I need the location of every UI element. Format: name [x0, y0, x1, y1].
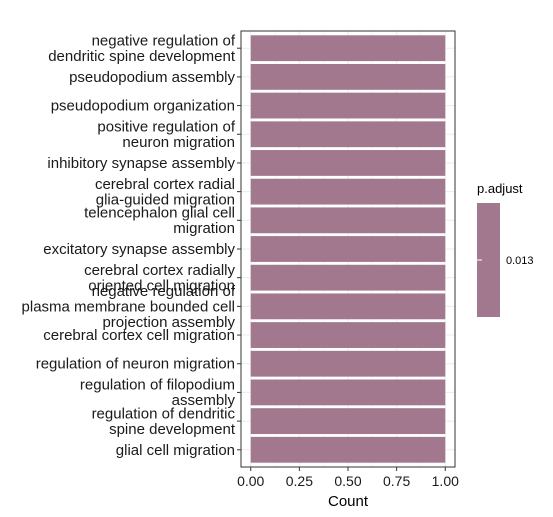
legend-title: p.adjust — [477, 181, 523, 196]
y-axis-labels: negative regulation of dendritic spine de… — [22, 32, 241, 459]
y-tick-label: inhibitory synapse assembly — [47, 155, 235, 172]
y-tick-label: negative regulation of dendritic spine de… — [48, 32, 236, 65]
y-tick-label: telencephalon glial cell migration — [84, 205, 235, 238]
y-tick-label: regulation of dendritic spine development — [92, 405, 236, 438]
legend-colorbar — [477, 203, 500, 317]
legend: p.adjust 0.013 — [477, 181, 534, 317]
x-tick-label: 0.25 — [286, 473, 313, 489]
x-tick-label: 0.75 — [383, 473, 410, 489]
y-tick-label: pseudopodium organization — [51, 98, 235, 115]
y-tick-label: cerebral cortex radially oriented cell mi… — [84, 262, 235, 295]
x-axis-ticks: 0.00 0.25 0.50 0.75 1.00 — [237, 467, 459, 489]
bar — [250, 408, 446, 435]
y-tick-label: regulation of filopodium assembly — [80, 377, 236, 410]
x-tick-label: 0.00 — [237, 473, 264, 489]
x-tick-label: 0.50 — [334, 473, 361, 489]
bar — [250, 207, 446, 234]
bar — [250, 379, 446, 406]
y-tick-label: positive regulation of neuron migration — [97, 119, 235, 152]
bar — [250, 35, 446, 62]
bars-group — [250, 35, 446, 463]
bar — [250, 322, 446, 348]
bar — [250, 150, 446, 176]
bar — [250, 63, 446, 90]
y-tick-label: excitatory synapse assembly — [43, 241, 235, 258]
y-tick-label: regulation of neuron migration — [36, 356, 235, 373]
bar — [250, 436, 446, 463]
bar — [250, 121, 446, 148]
y-tick-label: negative regulation of plasma membrane bo… — [22, 283, 236, 331]
bar — [250, 92, 446, 119]
legend-tick-label: 0.013 — [506, 255, 534, 267]
x-tick-label: 1.00 — [432, 473, 459, 489]
y-tick-label: cerebral cortex cell migration — [43, 327, 235, 344]
bar — [250, 264, 446, 291]
x-axis-title: Count — [328, 493, 369, 510]
bar — [250, 293, 446, 320]
bar — [250, 350, 446, 377]
bar — [250, 236, 446, 262]
bar — [250, 178, 446, 205]
y-tick-label: pseudopodium assembly — [69, 69, 235, 86]
y-tick-label: cerebral cortex radial glia-guided migrat… — [95, 176, 235, 209]
y-tick-label: glial cell migration — [116, 442, 235, 459]
